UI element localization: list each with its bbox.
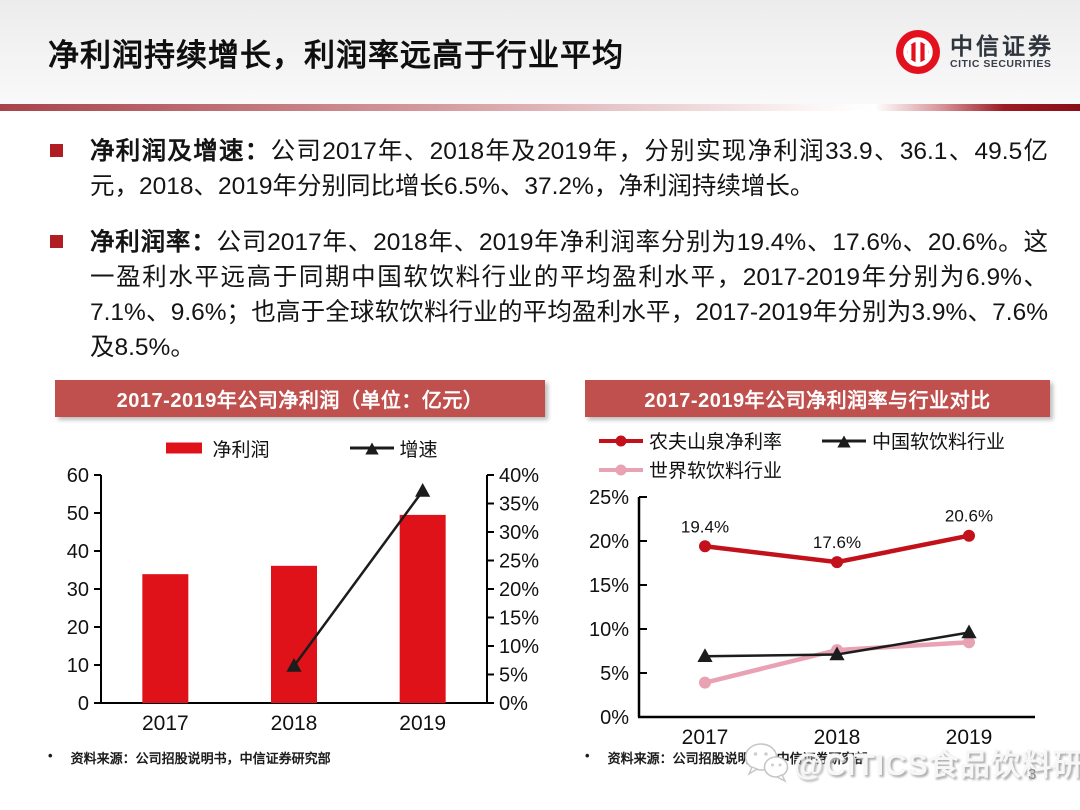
page-title: 净利润持续增长，利润率远高于行业平均	[48, 37, 624, 73]
legend-label: 增速	[399, 439, 438, 461]
bar-swatch-icon	[166, 442, 203, 454]
legend-item: 中国软饮料行业	[822, 427, 1005, 454]
source-text: 资料来源：公司招股说明书，中信证券研究部	[70, 751, 331, 766]
svg-text:17.6%: 17.6%	[813, 533, 861, 552]
watermark: @CITICS食品饮料研究	[742, 740, 1080, 784]
source-bullet: •	[48, 748, 53, 763]
triangle-marker-swatch-icon	[822, 435, 867, 448]
svg-text:5%: 5%	[600, 663, 629, 685]
bullet-text: 公司2017年、2018年、2019年净利润率分别为19.4%、17.6%、20…	[90, 229, 1048, 361]
svg-text:20: 20	[67, 617, 89, 639]
citic-logo-text: 中信证券 CITIC SECURITIES	[950, 34, 1054, 70]
svg-text:2018: 2018	[271, 712, 318, 735]
svg-text:2019: 2019	[946, 726, 993, 749]
citic-logo: 中信证券 CITIC SECURITIES	[895, 29, 1054, 75]
net-profit-chart-legend: 净利润 增速	[55, 433, 545, 463]
svg-text:20%: 20%	[589, 531, 629, 553]
svg-text:15%: 15%	[499, 608, 539, 630]
svg-text:50: 50	[67, 503, 89, 525]
wechat-icon	[744, 743, 789, 783]
margin-line-chart: 0% 5% 10% 15% 20% 25% 2017 2018 2019 19.4% 17.6% 20…	[589, 487, 1035, 749]
svg-text:15%: 15%	[589, 575, 629, 597]
bullet-item-margin: 净利润率：公司2017年、2018年、2019年净利润率分别为19.4%、17.…	[48, 225, 1048, 365]
bullet-text: 公司2017年、2018年及2019年，分别实现净利润33.9、36.1、49.…	[90, 138, 1049, 200]
bullet-marker	[50, 144, 63, 157]
watermark-text: @CITICS食品饮料研究	[794, 749, 1080, 782]
svg-text:25%: 25%	[499, 551, 539, 573]
margin-chart-legend: 农夫山泉净利率 中国软饮料行业世界软饮料行业	[585, 427, 1050, 483]
page-number: 3	[1028, 766, 1037, 783]
source-bullet: •	[585, 748, 590, 763]
source-text: 资料来源：公司招股说明书，中信证券研究部	[607, 751, 868, 766]
svg-text:60: 60	[67, 467, 89, 487]
svg-text:2019: 2019	[399, 712, 446, 735]
circle-marker-swatch-icon	[599, 464, 643, 475]
net-profit-bar-chart: 0 10 20 30 40 50 60 0% 5% 10% 15% 20% 25% 30% 35% 40% 20…	[67, 467, 539, 735]
source-note-right: • 资料来源：公司招股说明书，中信证券研究部	[585, 748, 868, 767]
legend-label: 世界软饮料行业	[649, 461, 783, 482]
svg-text:30: 30	[67, 579, 89, 601]
svg-text:0%: 0%	[600, 707, 629, 729]
circle-marker-swatch-icon	[599, 435, 643, 446]
bullet-item-net-profit: 净利润及增速：公司2017年、2018年及2019年，分别实现净利润33.9、3…	[48, 134, 1048, 204]
legend-item: 世界软饮料行业	[599, 456, 782, 483]
header-divider	[0, 104, 1080, 111]
svg-text:5%: 5%	[499, 665, 528, 687]
net-profit-chart-title: 2017-2019年公司净利润（单位：亿元）	[55, 380, 545, 417]
svg-text:20%: 20%	[499, 579, 539, 601]
svg-text:10%: 10%	[589, 619, 629, 641]
triangle-marker-swatch-icon	[349, 442, 394, 455]
bullet-label: 净利润及增速：	[90, 138, 271, 165]
legend-item: 农夫山泉净利率	[599, 427, 782, 454]
bullet-marker	[50, 235, 63, 248]
net-profit-chart-panel: 2017-2019年公司净利润（单位：亿元） 净利润 增速 0 10 20 30 40 50…	[55, 380, 545, 739]
svg-text:10: 10	[67, 655, 89, 677]
svg-text:2018: 2018	[814, 726, 861, 749]
legend-label: 净利润	[212, 439, 270, 461]
source-note-left: • 资料来源：公司招股说明书，中信证券研究部	[48, 748, 331, 767]
legend-item: 净利润	[162, 435, 270, 462]
legend-label: 中国软饮料行业	[872, 432, 1006, 453]
slide-header: 净利润持续增长，利润率远高于行业平均 中信证券 CITIC SECURITIES	[0, 0, 1080, 104]
svg-text:40%: 40%	[499, 467, 539, 487]
margin-chart-title: 2017-2019年公司净利润率与行业对比	[585, 380, 1050, 417]
logo-cn: 中信证券	[950, 33, 1054, 59]
bullet-list: 净利润及增速：公司2017年、2018年及2019年，分别实现净利润33.9、3…	[48, 134, 1048, 386]
svg-text:20.6%: 20.6%	[945, 507, 993, 526]
svg-text:2017: 2017	[142, 712, 189, 735]
svg-text:2017: 2017	[682, 726, 729, 749]
citic-logo-icon	[896, 30, 940, 74]
bullet-label: 净利润率：	[90, 229, 217, 256]
svg-text:40: 40	[67, 541, 89, 563]
svg-text:19.4%: 19.4%	[681, 517, 729, 536]
svg-text:30%: 30%	[499, 522, 539, 544]
svg-text:10%: 10%	[499, 636, 539, 658]
margin-comparison-chart-panel: 2017-2019年公司净利润率与行业对比 农夫山泉净利率 中国软饮料行业世界软饮…	[585, 380, 1050, 749]
svg-text:0%: 0%	[499, 693, 528, 715]
svg-text:35%: 35%	[499, 494, 539, 516]
logo-en: CITIC SECURITIES	[950, 58, 1052, 70]
svg-text:25%: 25%	[589, 487, 629, 509]
svg-text:0: 0	[78, 693, 89, 715]
legend-item: 增速	[349, 435, 438, 462]
legend-label: 农夫山泉净利率	[649, 432, 783, 453]
